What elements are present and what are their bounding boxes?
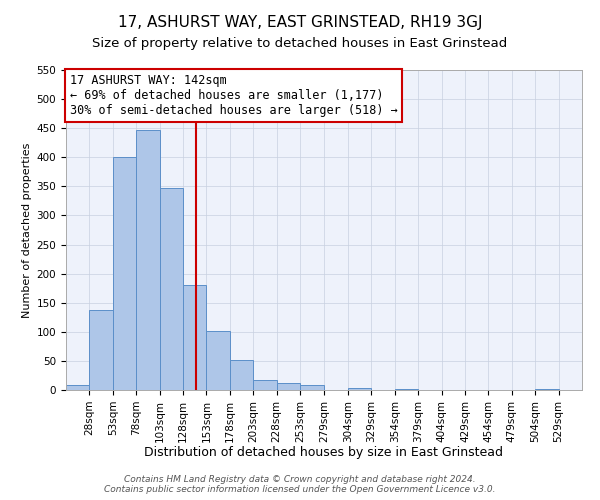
Text: Size of property relative to detached houses in East Grinstead: Size of property relative to detached ho… bbox=[92, 38, 508, 51]
Text: 17, ASHURST WAY, EAST GRINSTEAD, RH19 3GJ: 17, ASHURST WAY, EAST GRINSTEAD, RH19 3G… bbox=[118, 15, 482, 30]
Bar bbox=[160, 188, 183, 390]
Y-axis label: Number of detached properties: Number of detached properties bbox=[22, 142, 32, 318]
Bar bbox=[348, 388, 371, 390]
Bar bbox=[183, 286, 206, 390]
Bar bbox=[230, 360, 253, 390]
Bar bbox=[395, 389, 418, 390]
Text: Contains HM Land Registry data © Crown copyright and database right 2024.
Contai: Contains HM Land Registry data © Crown c… bbox=[104, 474, 496, 494]
Bar bbox=[113, 158, 136, 390]
Bar bbox=[253, 380, 277, 390]
Bar bbox=[206, 330, 230, 390]
X-axis label: Distribution of detached houses by size in East Grinstead: Distribution of detached houses by size … bbox=[145, 446, 503, 459]
Bar bbox=[535, 389, 559, 390]
Bar bbox=[136, 130, 160, 390]
Bar bbox=[277, 383, 300, 390]
Bar bbox=[66, 386, 89, 390]
Bar bbox=[89, 310, 113, 390]
Bar bbox=[300, 386, 323, 390]
Text: 17 ASHURST WAY: 142sqm
← 69% of detached houses are smaller (1,177)
30% of semi-: 17 ASHURST WAY: 142sqm ← 69% of detached… bbox=[70, 74, 397, 117]
